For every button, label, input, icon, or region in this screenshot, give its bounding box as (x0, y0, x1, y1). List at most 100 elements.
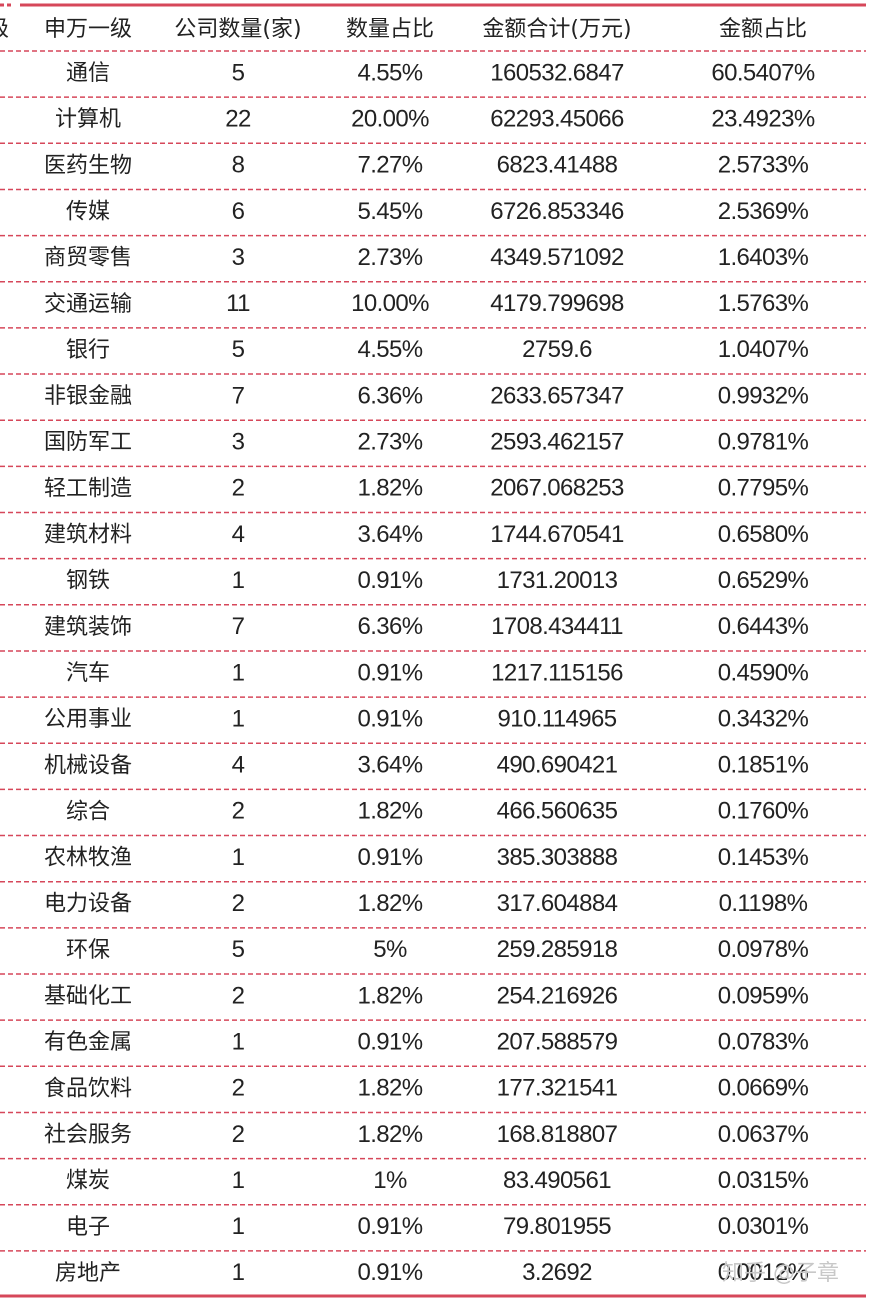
value-cell: 4179.799698 (490, 290, 624, 317)
header-cell: 金额合计(万元) (482, 17, 631, 42)
value-cell: 1.82% (357, 798, 422, 825)
value-cell: 1.82% (357, 475, 422, 502)
value-cell: 1 (232, 844, 245, 871)
value-cell: 62293.45066 (490, 105, 624, 132)
industry-cell: 社会服务 (44, 1122, 132, 1147)
value-cell: 1731.20013 (497, 567, 618, 594)
industry-cell: 医药生物 (44, 153, 132, 178)
value-cell: 1.82% (357, 1121, 422, 1148)
industry-cell: 电子 (66, 1215, 110, 1240)
value-cell: 259.285918 (497, 936, 618, 963)
value-cell: 6.36% (357, 382, 422, 409)
header-cell: 级 (0, 17, 9, 42)
value-cell: 0.0959% (718, 982, 809, 1009)
value-cell: 1 (232, 567, 245, 594)
industry-cell: 通信 (66, 61, 110, 86)
value-cell: 0.91% (357, 1259, 422, 1286)
value-cell: 0.91% (357, 659, 422, 686)
value-cell: 0.9781% (718, 429, 809, 456)
value-cell: 490.690421 (497, 752, 618, 779)
value-cell: 2.5733% (718, 152, 809, 179)
value-cell: 2.73% (357, 244, 422, 271)
value-cell: 8 (232, 152, 245, 179)
industry-cell: 建筑材料 (44, 523, 132, 548)
value-cell: 5.45% (357, 198, 422, 225)
value-cell: 466.560635 (497, 798, 618, 825)
value-cell: 3.64% (357, 752, 422, 779)
industry-cell: 国防军工 (44, 430, 132, 455)
value-cell: 10.00% (351, 290, 429, 317)
industry-cell: 非银金融 (44, 384, 132, 409)
value-cell: 2 (232, 1075, 245, 1102)
value-cell: 0.1198% (719, 890, 808, 917)
value-cell: 4.55% (357, 59, 422, 86)
value-cell: 0.6580% (718, 521, 809, 548)
value-cell: 177.321541 (497, 1075, 618, 1102)
industry-cell: 轻工制造 (44, 476, 132, 501)
value-cell: 7 (232, 613, 245, 640)
value-cell: 1 (232, 1167, 245, 1194)
value-cell: 0.7795% (718, 475, 809, 502)
value-cell: 1.82% (357, 890, 422, 917)
value-cell: 317.604884 (497, 890, 618, 917)
value-cell: 4349.571092 (490, 244, 624, 271)
value-cell: 1.5763% (718, 290, 809, 317)
industry-cell: 煤炭 (66, 1169, 110, 1194)
value-cell: 11 (226, 290, 250, 317)
industry-cell: 钢铁 (66, 569, 110, 594)
value-cell: 0.0301% (718, 1213, 809, 1240)
value-cell: 5 (232, 59, 245, 86)
industry-cell: 机械设备 (44, 753, 132, 778)
industry-cell: 食品饮料 (44, 1076, 132, 1101)
value-cell: 3 (232, 429, 245, 456)
value-cell: 23.4923% (711, 105, 815, 132)
industry-cell: 有色金属 (44, 1030, 132, 1055)
value-cell: 79.801955 (503, 1213, 611, 1240)
value-cell: 1.82% (357, 1075, 422, 1102)
value-cell: 1% (373, 1167, 407, 1194)
value-cell: 2.73% (357, 429, 422, 456)
value-cell: 0.0315% (718, 1167, 809, 1194)
value-cell: 385.303888 (497, 844, 618, 871)
industry-cell: 交通运输 (44, 292, 132, 317)
value-cell: 2 (232, 798, 245, 825)
value-cell: 6 (232, 198, 245, 225)
value-cell: 5 (232, 336, 245, 363)
value-cell: 0.0012% (718, 1259, 809, 1286)
value-cell: 2.5369% (718, 198, 809, 225)
value-cell: 3.64% (357, 521, 422, 548)
industry-cell: 汽车 (66, 661, 110, 686)
value-cell: 0.3432% (718, 705, 809, 732)
value-cell: 4 (232, 521, 245, 548)
value-cell: 0.91% (357, 1213, 422, 1240)
industry-cell: 农林牧渔 (44, 846, 132, 871)
value-cell: 6.36% (357, 613, 422, 640)
value-cell: 2 (232, 475, 245, 502)
value-cell: 254.216926 (497, 982, 618, 1009)
value-cell: 0.91% (357, 567, 422, 594)
value-cell: 1217.115156 (491, 659, 623, 686)
header-cell: 申万一级 (44, 17, 132, 42)
value-cell: 160532.6847 (490, 59, 624, 86)
value-cell: 0.91% (357, 1028, 422, 1055)
value-cell: 7.27% (357, 152, 422, 179)
watermark: 知乎 @子章 (722, 1261, 839, 1286)
value-cell: 0.0783% (718, 1028, 809, 1055)
value-cell: 1708.434411 (491, 613, 623, 640)
value-cell: 1 (232, 1213, 245, 1240)
industry-cell: 公用事业 (44, 707, 132, 732)
value-cell: 2593.462157 (490, 429, 624, 456)
value-cell: 0.6443% (718, 613, 809, 640)
value-cell: 0.1760% (718, 798, 809, 825)
value-cell: 60.5407% (711, 59, 815, 86)
value-cell: 2633.657347 (490, 382, 624, 409)
value-cell: 1.0407% (718, 336, 809, 363)
header-cell: 公司数量(家) (174, 17, 301, 42)
value-cell: 20.00% (351, 105, 429, 132)
industry-cell: 基础化工 (44, 984, 132, 1009)
value-cell: 4.55% (357, 336, 422, 363)
header-cell: 数量占比 (346, 17, 434, 42)
industry-cell: 传媒 (66, 199, 110, 224)
industry-cell: 环保 (66, 938, 110, 963)
